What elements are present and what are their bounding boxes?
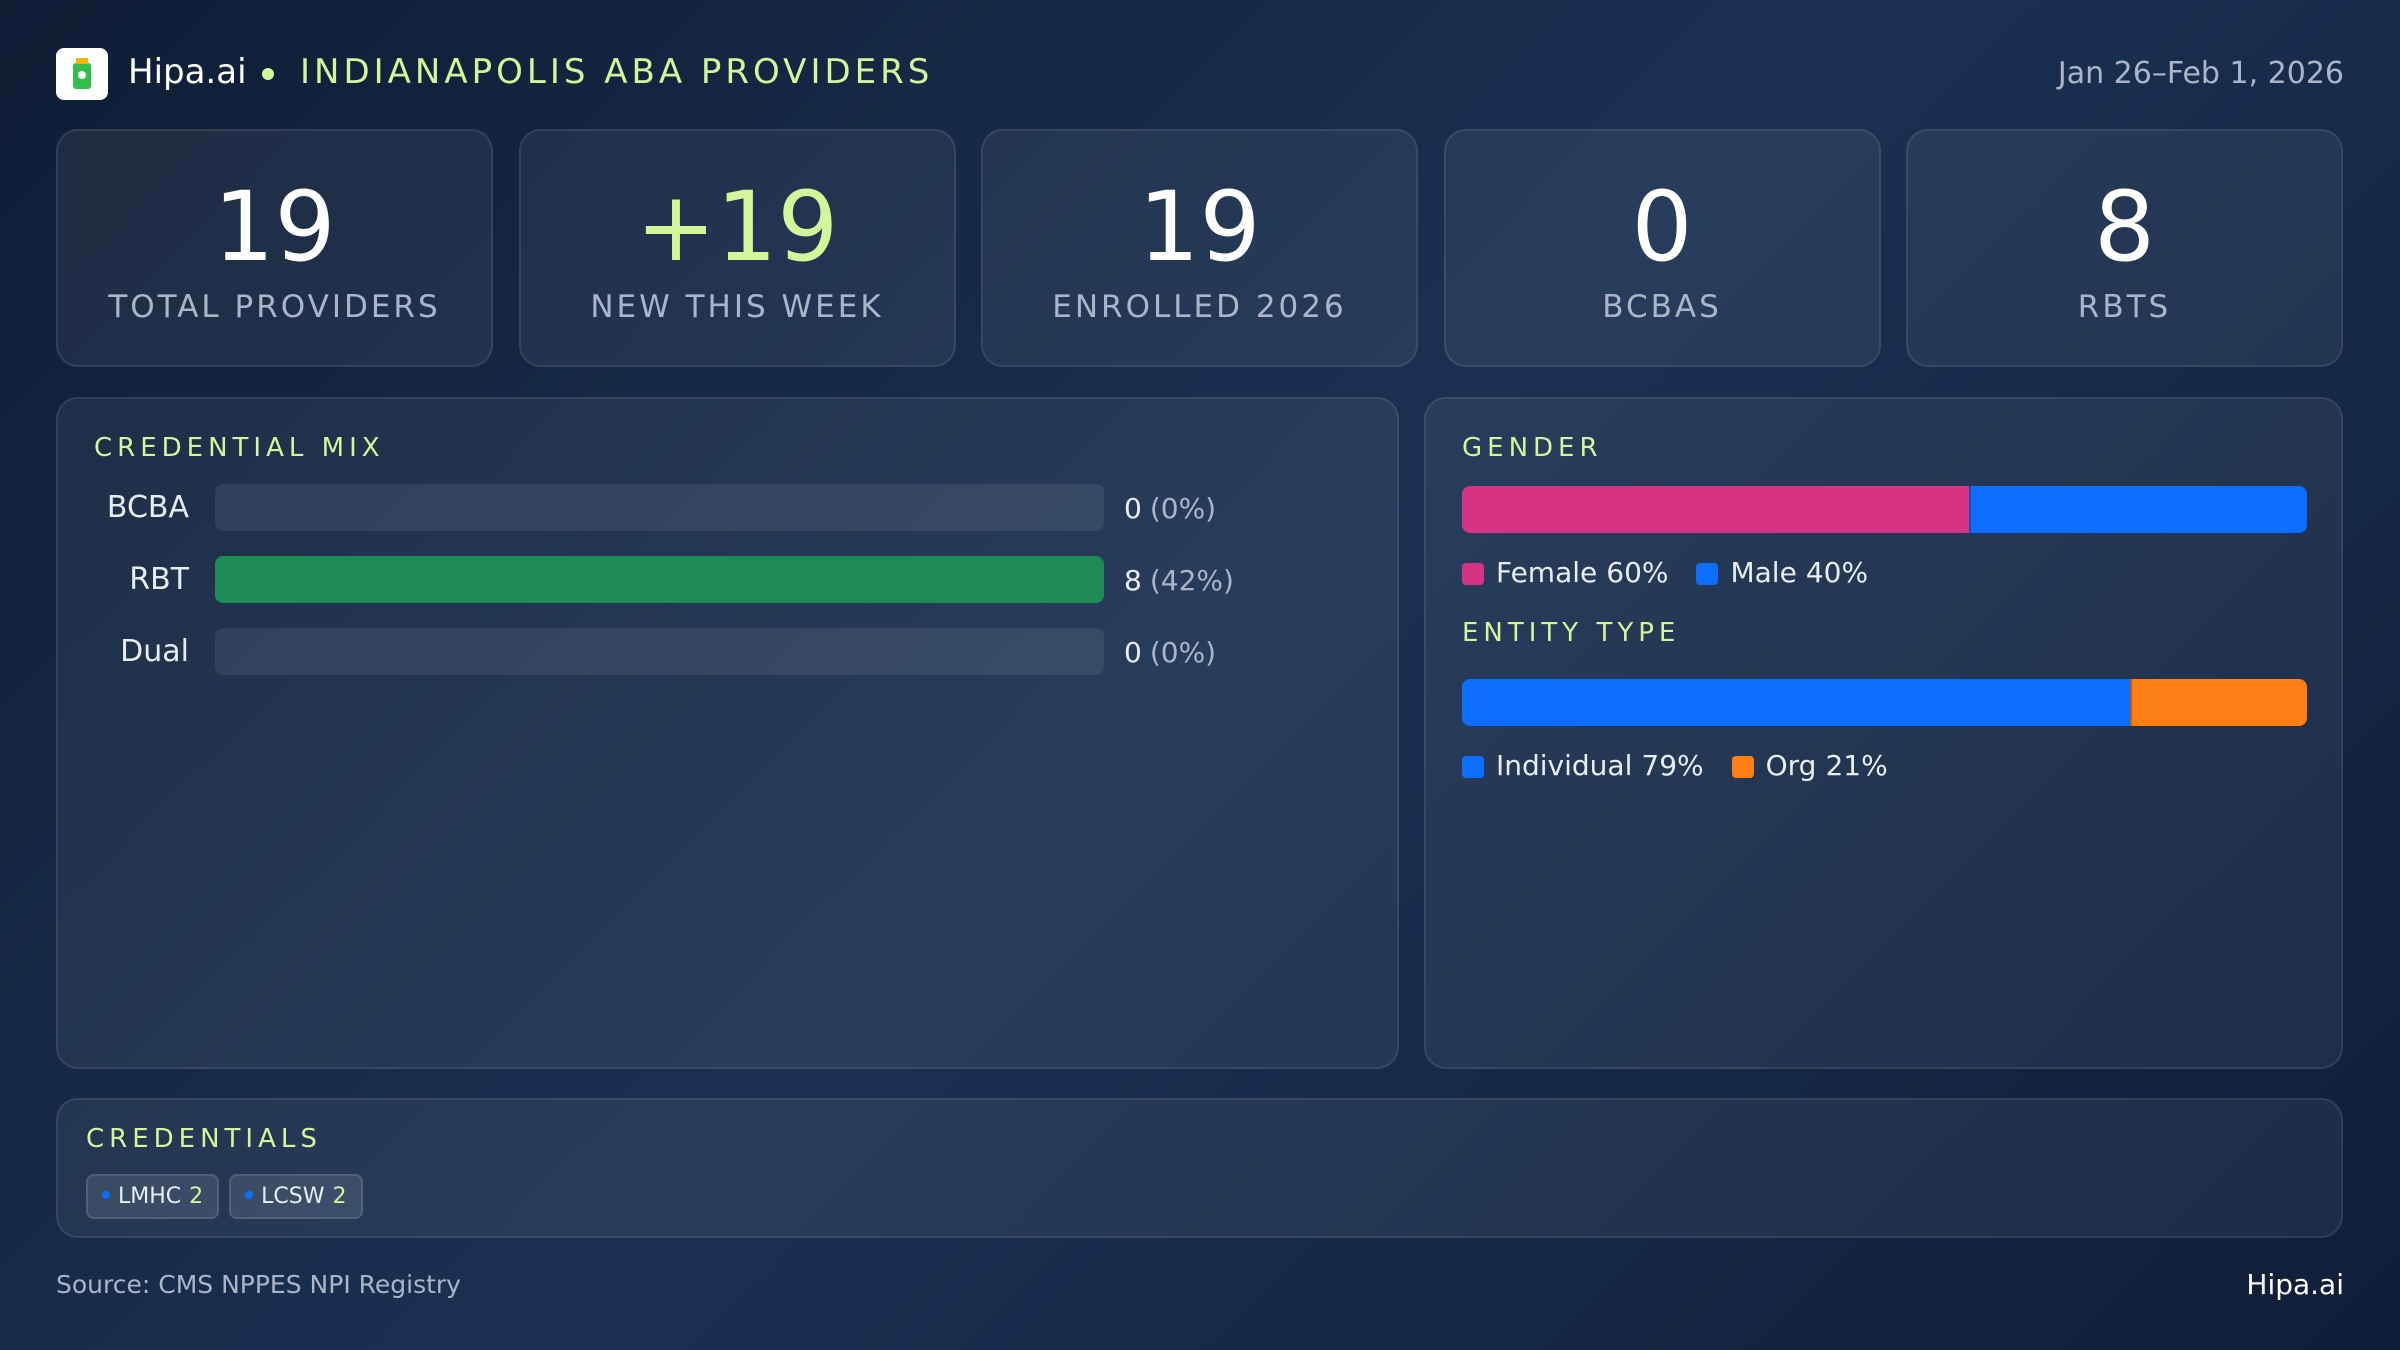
legend-swatch	[1731, 756, 1754, 778]
kpi-label: ENROLLED 2026	[1052, 289, 1347, 325]
stacked-bar	[1462, 486, 2307, 533]
legend-value: 79%	[1641, 749, 1704, 782]
section-title: ENTITY TYPE	[1462, 618, 1681, 648]
legend-item: Male 40%	[1696, 556, 1868, 589]
percent: (0%)	[1149, 636, 1217, 669]
percent: (42%)	[1149, 564, 1234, 597]
chip-count: 2	[189, 1184, 204, 1209]
kpi-value: 19	[1138, 171, 1261, 283]
bar-track	[215, 628, 1104, 675]
legend-swatch	[1462, 563, 1484, 585]
legend-item: Female 60%	[1462, 556, 1668, 589]
row-value: 0 (0%)	[1124, 636, 1216, 669]
legend-swatch	[1462, 756, 1484, 778]
row-value: 0 (0%)	[1124, 492, 1216, 525]
count: 8	[1124, 564, 1142, 597]
kpi-card: 8 RBTS	[1906, 129, 2343, 367]
legend: Individual 79% Org 21%	[1462, 749, 1888, 782]
kpi-card: 0 BCBAS	[1443, 129, 1881, 367]
chip-dot	[102, 1191, 110, 1199]
kpi-value: +19	[635, 171, 839, 283]
legend-swatch	[1696, 563, 1719, 585]
stacked-bar	[1462, 679, 2307, 726]
logo-icon	[73, 58, 91, 89]
page-title: INDIANAPOLIS ABA PROVIDERS	[300, 52, 934, 92]
kpi-value: 19	[213, 171, 336, 283]
legend-value: 40%	[1805, 556, 1869, 589]
kpi-card: 19 ENROLLED 2026	[981, 129, 1418, 367]
legend-name: Individual	[1496, 749, 1633, 782]
row-label: Dual	[120, 634, 189, 669]
credentials-panel: CREDENTIALS LMHC 2 LCSW 2	[56, 1098, 2343, 1238]
legend-item: Org 21%	[1731, 749, 1888, 782]
row-label: BCBA	[106, 490, 189, 525]
source: Source: CMS NPPES NPI Registry	[56, 1270, 461, 1299]
legend-item: Individual 79%	[1462, 749, 1704, 782]
chip-dot	[245, 1191, 254, 1199]
count: 0	[1124, 636, 1142, 669]
section-title: CREDENTIAL MIX	[94, 433, 385, 463]
kpi-value: 8	[2093, 171, 2156, 283]
kpi-label: NEW THIS WEEK	[590, 289, 884, 325]
bar-track	[215, 484, 1104, 531]
legend-name: Org	[1765, 749, 1817, 782]
date-range: Jan 26–Feb 1, 2026	[2057, 56, 2344, 91]
chip-name: LMHC	[118, 1184, 182, 1209]
legend-name: Female	[1496, 556, 1598, 589]
legend-value: 21%	[1825, 749, 1888, 782]
count: 0	[1124, 492, 1142, 525]
credential-chip: LCSW 2	[229, 1174, 363, 1219]
kpi-label: TOTAL PROVIDERS	[108, 289, 441, 325]
percent: (0%)	[1149, 492, 1217, 525]
segment	[1462, 486, 1969, 533]
kpi-card: 19 TOTAL PROVIDERS	[56, 129, 493, 367]
credential-chip: LMHC 2	[86, 1174, 220, 1219]
bullet	[262, 68, 274, 80]
legend-value: 60%	[1606, 556, 1669, 589]
kpi-label: BCBAS	[1602, 289, 1722, 325]
section-title: CREDENTIALS	[86, 1124, 322, 1154]
kpi-card: +19 NEW THIS WEEK	[518, 129, 956, 367]
section-title: GENDER	[1462, 433, 1603, 463]
footer-brand: Hipa.ai	[2246, 1268, 2344, 1301]
kpi-value: 0	[1631, 171, 1693, 283]
bar	[215, 556, 1104, 603]
chip-list: LMHC 2 LCSW 2	[86, 1174, 373, 1219]
chip-name: LCSW	[261, 1184, 325, 1209]
credential-mix-panel: CREDENTIAL MIX BCBA 0 (0%) RBT 8 (42%) Dual 0 (0…	[56, 397, 1399, 1069]
brand: Hipa.ai	[128, 52, 247, 92]
segment	[1969, 486, 2307, 533]
bar-track	[215, 556, 1104, 603]
demographics-panel: GENDER Female 60% Male 40% ENTITY TYPE Indi…	[1424, 397, 2343, 1069]
segment	[1462, 679, 2130, 726]
chip-count: 2	[332, 1184, 347, 1209]
row-label: RBT	[129, 562, 189, 597]
logo	[56, 48, 108, 100]
legend-name: Male	[1730, 556, 1797, 589]
kpi-label: RBTS	[2077, 289, 2172, 325]
segment	[2129, 679, 2307, 726]
row-value: 8 (42%)	[1124, 564, 1234, 597]
legend: Female 60% Male 40%	[1462, 556, 1868, 589]
